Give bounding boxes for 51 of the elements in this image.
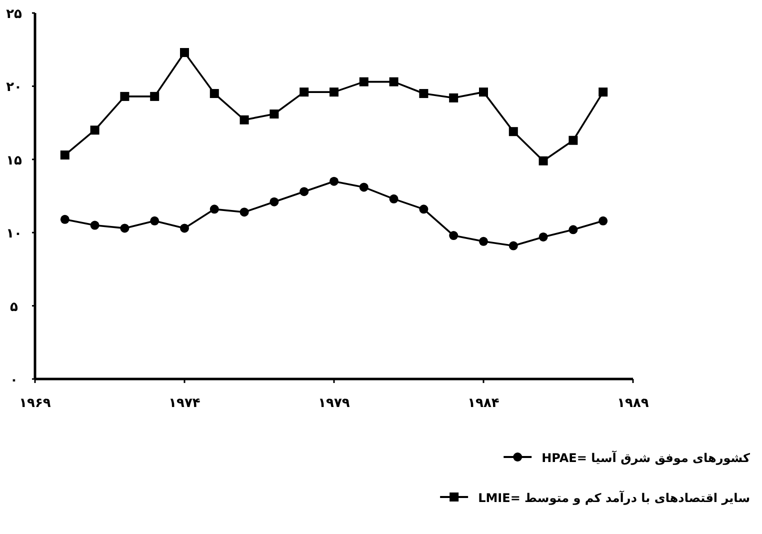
point	[449, 231, 458, 240]
point	[270, 110, 279, 119]
point	[180, 48, 189, 58]
point	[240, 208, 249, 217]
x-tick-label: ۱۹۸۴	[468, 396, 500, 411]
point	[359, 77, 368, 86]
point	[300, 88, 309, 97]
point	[210, 204, 219, 214]
y-tick-label: ۲۰	[6, 80, 22, 96]
point	[568, 136, 578, 145]
point	[389, 77, 398, 86]
point	[120, 92, 130, 101]
point	[598, 88, 608, 97]
point	[150, 216, 160, 226]
point	[270, 197, 279, 206]
point	[210, 89, 219, 98]
x-tick-label: ۱۹۶۹	[19, 396, 51, 411]
point	[419, 89, 428, 98]
point	[120, 224, 130, 233]
point	[330, 88, 338, 97]
y-tick-label: ۱۰	[6, 226, 22, 242]
y-tick-label: ۱۵	[6, 153, 22, 168]
point	[60, 214, 70, 224]
point	[598, 216, 608, 226]
legend-label: سایر اقتصادهای با درآمد کم و متوسط =LMIE	[478, 490, 750, 505]
x-tick-label: ۱۹۸۹	[617, 396, 649, 411]
point	[419, 204, 428, 214]
y-tick-label: ۵	[10, 300, 18, 315]
point	[90, 220, 100, 230]
point	[389, 194, 398, 204]
point	[538, 232, 548, 242]
point	[359, 182, 368, 192]
legend-label: کشورهای موفق شرق آسیا =HPAE	[542, 450, 750, 465]
point	[150, 92, 160, 101]
point	[508, 127, 518, 136]
point	[508, 241, 518, 250]
point	[330, 176, 338, 186]
point	[60, 150, 70, 160]
point	[300, 187, 309, 196]
point	[568, 225, 578, 234]
point	[449, 93, 458, 102]
x-tick-label: ۱۹۷۴	[168, 396, 200, 411]
point	[479, 236, 488, 246]
point	[538, 156, 548, 166]
y-tick-label: ۲۵	[6, 7, 22, 22]
x-tick-label: ۱۹۷۹	[318, 396, 350, 411]
y-tick-label: ۰	[10, 373, 18, 388]
point	[479, 88, 488, 97]
point	[180, 224, 189, 233]
point	[90, 126, 100, 135]
point	[240, 115, 249, 124]
